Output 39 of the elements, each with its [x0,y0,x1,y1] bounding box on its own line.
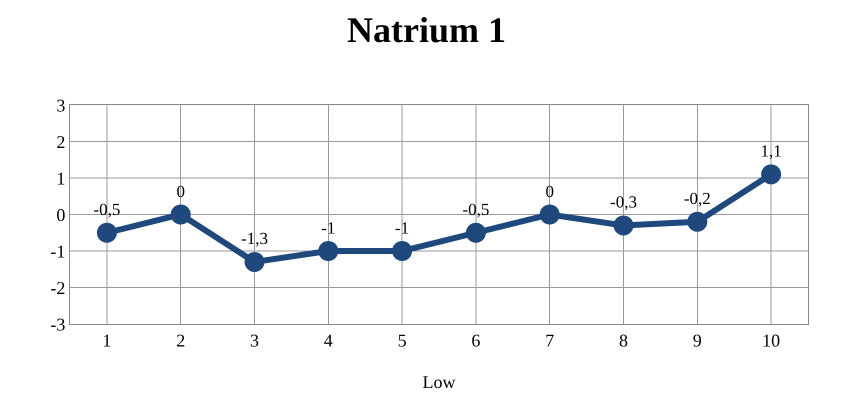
data-label: 0 [176,182,185,201]
point [540,204,560,224]
point [614,215,634,236]
point [96,222,117,243]
data-label: -1 [321,218,336,238]
point [392,241,412,261]
y-tick-label: 0 [56,204,66,225]
data-label: 0 [545,182,554,201]
x-tick-label: 6 [471,330,480,351]
data-label: -0,5 [462,200,490,219]
y-tick-label: -3 [50,314,66,334]
y-tick-label: -2 [50,278,66,298]
x-tick-label: 10 [762,330,780,351]
y-tick-label: 1 [56,168,66,188]
x-tick-label: 4 [324,330,333,351]
x-tick-label: 5 [398,330,407,351]
y-tick-label: 2 [56,132,66,152]
data-label: -1,3 [241,229,268,248]
data-label: -1 [395,218,410,238]
x-tick-label: 3 [250,330,259,351]
x-axis-title: Low [422,372,456,392]
chart-title: Natrium 1 [347,10,506,50]
y-tick-label: 3 [56,95,66,116]
point [170,204,191,224]
data-label: -0,2 [684,189,711,208]
x-tick-label: 7 [545,330,554,351]
point [244,252,264,272]
data-label: 1,1 [760,142,782,161]
data-label: -0,3 [610,192,637,212]
data-label: -0,5 [93,200,120,219]
point [687,212,708,232]
x-tick-label: 8 [619,330,628,351]
point [318,241,338,261]
x-tick-label: 1 [102,330,112,351]
y-tick-label: -1 [50,241,66,262]
point [761,164,782,184]
x-tick-label: 2 [176,330,186,351]
point [466,222,486,243]
x-tick-label: 9 [692,330,702,351]
